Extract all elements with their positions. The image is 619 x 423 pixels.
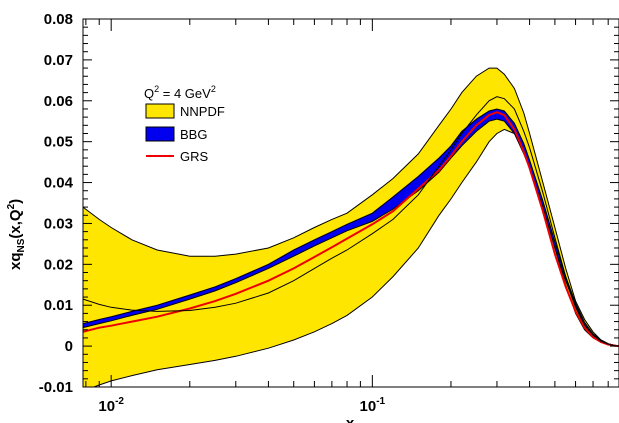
y-tick-label: 0 [65,338,73,355]
band-bbg-lower-edge [83,118,619,347]
y-tick-label: 0.02 [44,256,73,273]
legend-label-nnpdf: NNPDF [180,104,225,119]
legend-swatch-bbg [145,126,175,142]
y-axis-title: xqNS(x,Q2) [6,199,27,270]
legend-box [139,78,241,166]
y-tick-label: 0.05 [44,134,73,151]
y-tick-label: -0.01 [39,379,73,396]
tick-layer: -0.01 0 0.01 0.02 0.03 0.04 0.05 0.06 0.07 0.08 10… [39,11,619,415]
x-axis-title: x [346,415,355,423]
band-nnpdf-upper-edge [83,67,619,347]
line-grs [83,111,619,348]
plot-frame [82,18,619,388]
y-tick-label: 0.07 [44,52,73,69]
legend-label-grs: GRS [180,149,209,164]
line-nnpdf-central [83,96,619,347]
legend: Q2 = 4 GeV2 NNPDF BBG GRS [139,78,241,166]
legend-label-bbg: BBG [180,127,207,142]
y-tick-label: 0.08 [44,11,73,28]
legend-swatch-nnpdf [145,103,175,119]
series-layer [83,67,619,387]
x-tick-label: 10-1 [360,396,386,415]
y-tick-label: 0.03 [44,215,73,232]
band-bbg [83,109,619,347]
legend-header: Q2 = 4 GeV2 [144,84,216,101]
y-tick-label: 0.06 [44,93,73,110]
x-tick-label: 10-2 [98,396,124,415]
band-bbg-upper-edge [83,108,619,347]
y-tick-label: 0.01 [44,297,73,314]
y-tick-label: 0.04 [44,175,74,192]
